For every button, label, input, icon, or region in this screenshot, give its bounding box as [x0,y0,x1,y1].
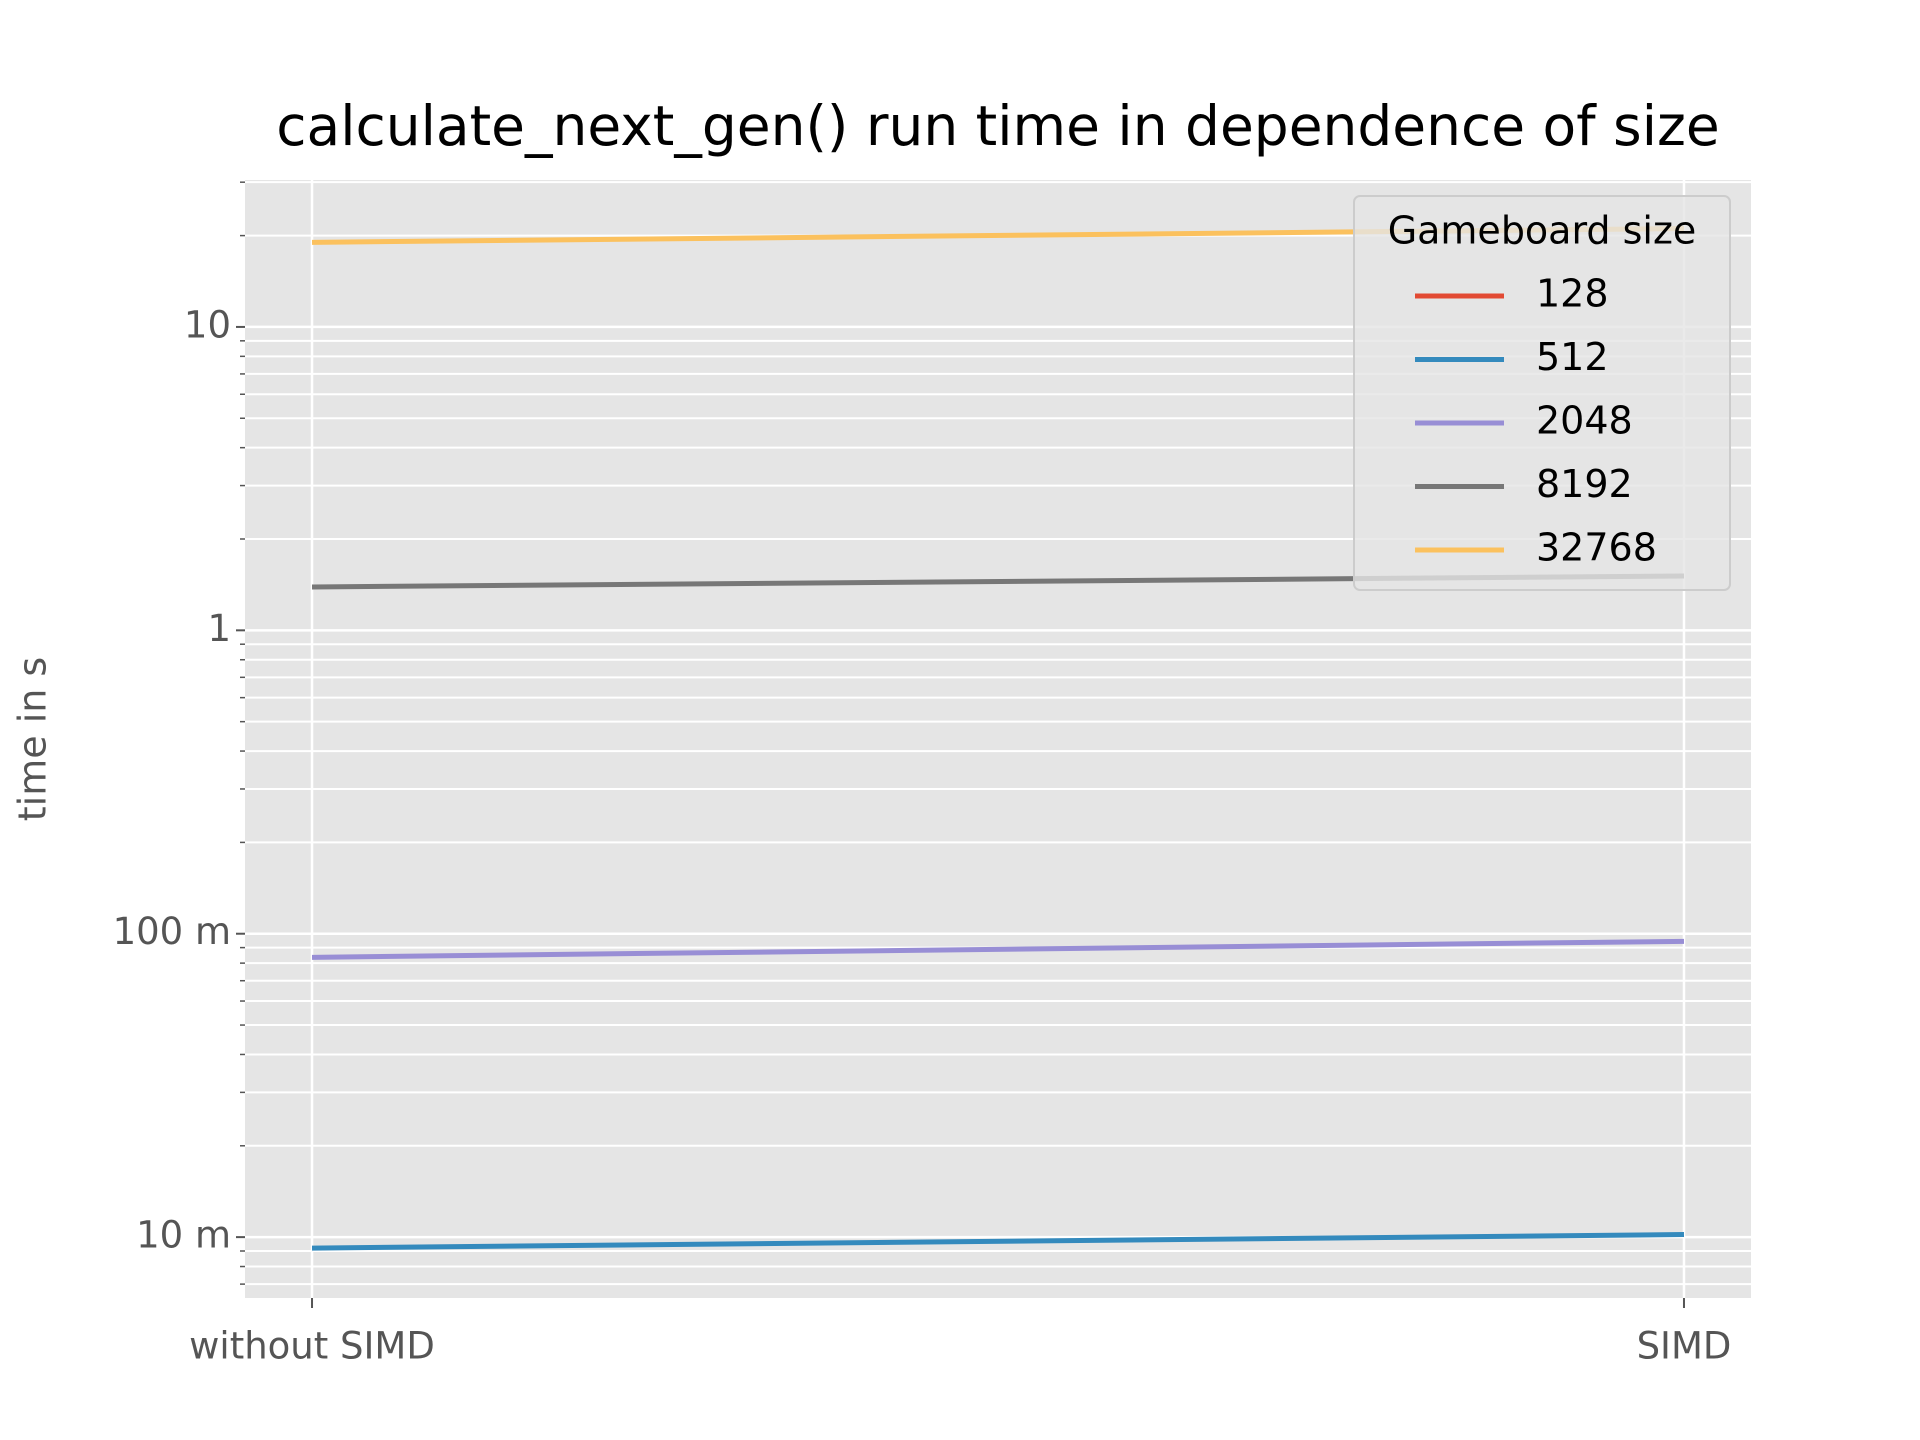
y-tick-label: 1 [207,607,231,650]
x-tick-label: SIMD [1637,1325,1732,1368]
series-line [311,938,1685,960]
y-tick-label: 10 [184,303,231,346]
legend-label: 32768 [1536,526,1657,570]
y-tick-label: 100 m [113,910,231,953]
y-axis-label: time in s [11,657,55,821]
series-line [311,1232,1685,1251]
legend-label: 2048 [1536,399,1633,443]
legend-label: 512 [1536,335,1609,379]
chart-title: calculate_next_gen() run time in depende… [276,94,1719,158]
legend-label: 128 [1536,272,1609,316]
legend-title: Gameboard size [1388,209,1697,253]
legend-label: 8192 [1536,462,1633,506]
x-tick-label: without SIMD [189,1325,435,1368]
y-tick-label: 10 m [136,1214,231,1257]
